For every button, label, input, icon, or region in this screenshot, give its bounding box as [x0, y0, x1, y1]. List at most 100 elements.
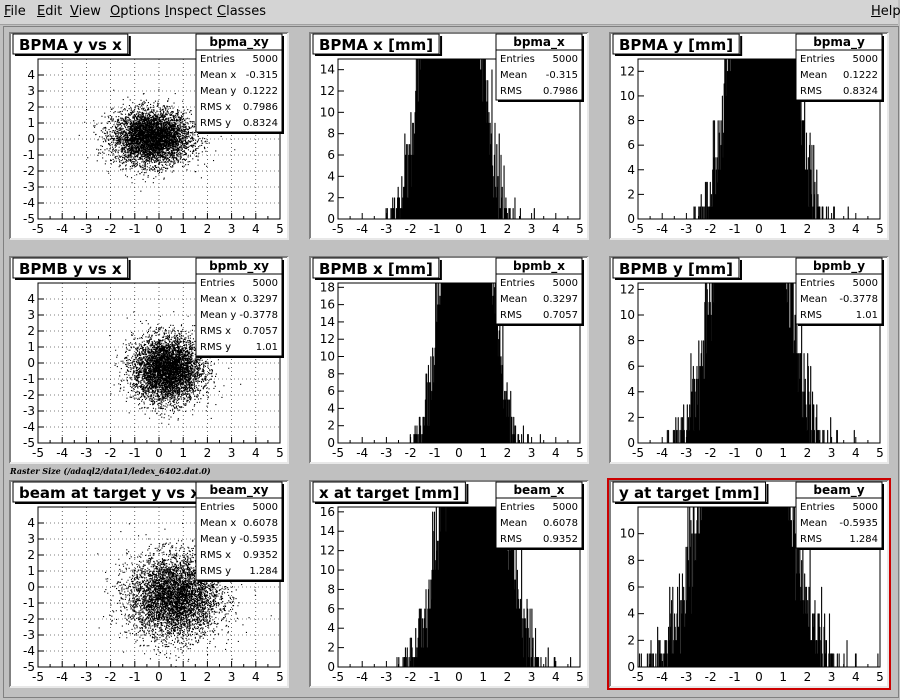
stats-label: RMS [500, 310, 522, 321]
y-tick-label: 8 [627, 334, 635, 348]
y-tick-label: 8 [327, 582, 335, 596]
y-tick-label: 2 [327, 419, 335, 433]
pad-beam_y[interactable]: -5 -4 -3 -2 -1 0 1 2 3 4 5 0 2 4 6 8 10 y at target [mm] b… [607, 478, 891, 690]
stats-label: Mean y [200, 86, 236, 97]
stats-label: Mean [800, 294, 827, 305]
y-tick-label: 2 [27, 548, 35, 562]
stats-label: Entries [200, 502, 235, 513]
y-tick-label: 0 [327, 212, 335, 226]
pad-bpmb_xy[interactable]: -5 -4 -3 -2 -1 0 1 2 3 4 5 -5 -4 -3 -2 -1 0 1 2 3 4 BPMB y vs… [9, 256, 289, 464]
plot-title: BPMA y vs x [19, 36, 122, 54]
x-tick-label: 4 [252, 670, 260, 684]
x-tick-label: -4 [356, 670, 368, 684]
x-tick-label: 1 [179, 222, 187, 236]
x-tick-label: -2 [705, 222, 717, 236]
y-tick-label: 4 [627, 385, 635, 399]
x-tick-label: 0 [755, 446, 763, 460]
stats-label: Mean x [200, 518, 236, 529]
stats-value: 5000 [253, 54, 278, 65]
menu-edit[interactable]: Edit [37, 4, 63, 19]
x-tick-label: 2 [204, 670, 212, 684]
x-tick-label: 4 [852, 222, 860, 236]
menu-bar: File Edit View Options Inspect Classes H… [0, 0, 900, 25]
x-tick-label: 5 [576, 222, 584, 236]
menu-file[interactable]: File [4, 4, 26, 19]
y-tick-label: 16 [320, 505, 335, 519]
x-tick-label: 5 [276, 446, 284, 460]
y-tick-label: 0 [627, 212, 635, 226]
stats-value: 1.01 [856, 310, 878, 321]
pad-bevel-light [609, 480, 888, 687]
x-tick-label: -4 [56, 670, 68, 684]
x-tick-label: 5 [276, 670, 284, 684]
y-tick-label: -1 [23, 372, 35, 386]
y-tick-label: 1 [27, 116, 35, 130]
stats-box [795, 257, 883, 325]
y-tick-label: 12 [620, 64, 635, 78]
menu-options[interactable]: Options [110, 4, 161, 19]
x-tick-label: -3 [680, 670, 692, 684]
x-tick-label: 2 [804, 670, 812, 684]
pad-bpma_xy[interactable]: -5 -4 -3 -2 -1 0 1 2 3 4 5 -5 -4 -3 -2 -1 0 1 2 3 4 BPMA y vs… [9, 32, 289, 240]
stats-value: 5000 [553, 278, 578, 289]
stats-label: Entries [800, 278, 835, 289]
stats-label: RMS [800, 310, 822, 321]
y-tick-label: -4 [23, 420, 35, 434]
x-tick-label: 5 [876, 222, 884, 236]
x-tick-label: -2 [105, 446, 117, 460]
x-tick-label: -1 [429, 446, 441, 460]
y-tick-label: 8 [327, 367, 335, 381]
stats-box [795, 33, 883, 101]
y-tick-label: -5 [23, 212, 35, 226]
y-tick-label: 8 [627, 114, 635, 128]
stats-name: beam_x [513, 483, 564, 498]
stats-value: -0.315 [546, 70, 578, 81]
menu-help[interactable]: Help [871, 4, 900, 19]
stats-shadow [498, 36, 584, 102]
stats-value: 0.7986 [543, 86, 578, 97]
pad-beam_xy[interactable]: -5 -4 -3 -2 -1 0 1 2 3 4 5 -5 -4 -3 -2 -1 0 1 2 3 4 beam at t… [9, 480, 289, 688]
stats-label: Mean y [200, 534, 236, 545]
plot-title: BPMB y vs x [19, 260, 122, 278]
stats-value: 0.7057 [543, 310, 578, 321]
stats-value: 5000 [253, 278, 278, 289]
y-tick-label: 6 [627, 580, 635, 594]
x-tick-label: 3 [228, 670, 236, 684]
x-tick-label: 4 [552, 446, 560, 460]
stats-label: Mean y [200, 310, 236, 321]
x-tick-label: -1 [129, 222, 141, 236]
x-tick-label: -4 [356, 446, 368, 460]
menu-inspect[interactable]: Inspect [165, 4, 213, 19]
y-tick-label: -2 [23, 612, 35, 626]
menu-classes[interactable]: Classes [217, 4, 266, 19]
stats-label: Mean [500, 70, 527, 81]
y-tick-label: 2 [627, 633, 635, 647]
x-tick-label: 2 [204, 222, 212, 236]
stats-value: -0.315 [246, 70, 278, 81]
stats-name: bpma_y [813, 35, 865, 50]
pad-bevel-light [309, 480, 588, 687]
y-tick-label: 2 [627, 187, 635, 201]
y-tick-label: 4 [627, 163, 635, 177]
x-tick-label: 0 [155, 670, 163, 684]
x-tick-label: 3 [528, 670, 536, 684]
stats-shadow [198, 260, 284, 358]
stats-name: bpmb_xy [209, 259, 269, 274]
y-tick-label: 4 [27, 68, 35, 82]
x-tick-label: -2 [705, 446, 717, 460]
stats-value: 1.01 [256, 342, 278, 353]
x-tick-label: -1 [429, 222, 441, 236]
y-tick-label: -2 [23, 164, 35, 178]
y-tick-label: -4 [23, 196, 35, 210]
x-tick-label: 0 [155, 222, 163, 236]
x-tick-label: 3 [228, 446, 236, 460]
title-drop-shadow [615, 484, 769, 504]
menu-view[interactable]: View [70, 4, 101, 19]
y-tick-label: 2 [327, 191, 335, 205]
